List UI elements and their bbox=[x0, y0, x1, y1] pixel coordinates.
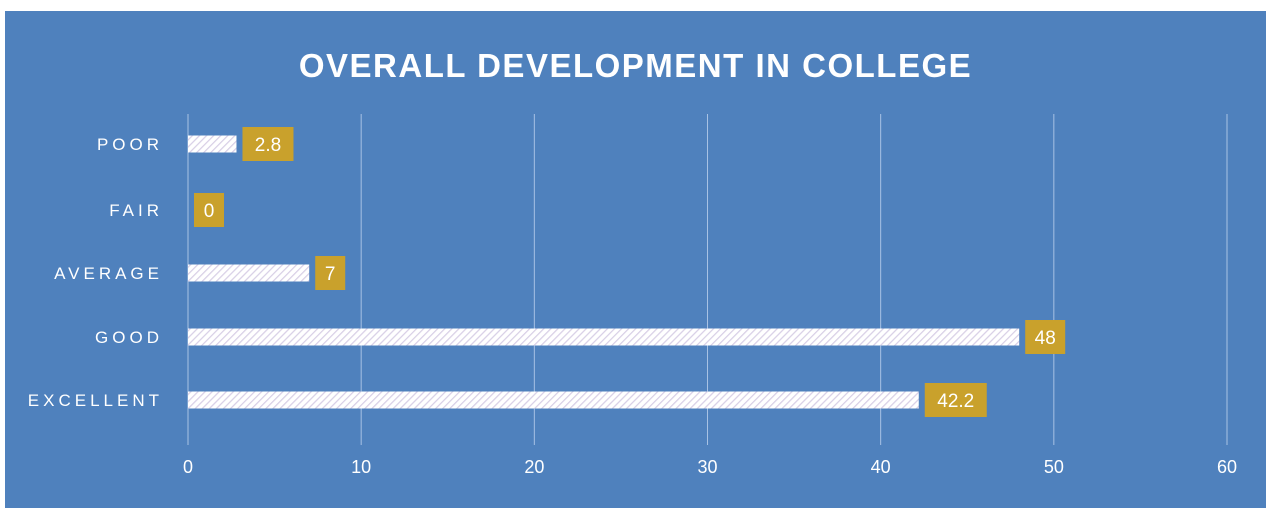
data-label-box bbox=[1025, 320, 1066, 354]
data-label: 0 bbox=[204, 201, 215, 222]
x-tick-label: 30 bbox=[697, 457, 717, 477]
x-tick-label: 20 bbox=[524, 457, 544, 477]
chart-title: OVERALL DEVELOPMENT IN COLLEGE bbox=[298, 47, 973, 84]
category-label: AVERAGE bbox=[54, 264, 163, 283]
plot-area: 2.8 0 7 48 42.2 0 10 20 30 40 50 60 POOR FAIR AVERAGE… bbox=[28, 114, 1237, 477]
chart-area: OVERALL DEVELOPMENT IN COLLEGE 2.8 0 7 48 42… bbox=[5, 11, 1266, 508]
category-label: EXCELLENT bbox=[28, 391, 163, 410]
data-label-box bbox=[242, 127, 294, 161]
bar bbox=[188, 328, 1020, 346]
category-label: GOOD bbox=[95, 328, 163, 347]
bar bbox=[188, 264, 310, 282]
data-label-box bbox=[315, 256, 346, 290]
x-tick-label: 0 bbox=[183, 457, 193, 477]
x-tick-label: 60 bbox=[1217, 457, 1237, 477]
data-label-box bbox=[194, 193, 224, 227]
bar bbox=[188, 135, 237, 153]
data-label: 42.2 bbox=[937, 391, 974, 412]
data-label: 7 bbox=[325, 264, 336, 285]
data-label-box bbox=[924, 383, 987, 417]
category-label: POOR bbox=[97, 135, 163, 154]
x-tick-label: 50 bbox=[1044, 457, 1064, 477]
data-label: 2.8 bbox=[255, 135, 281, 156]
data-label: 48 bbox=[1035, 328, 1056, 349]
x-tick-label: 40 bbox=[871, 457, 891, 477]
x-tick-label: 10 bbox=[351, 457, 371, 477]
category-label: FAIR bbox=[109, 201, 163, 220]
bar bbox=[188, 391, 919, 409]
